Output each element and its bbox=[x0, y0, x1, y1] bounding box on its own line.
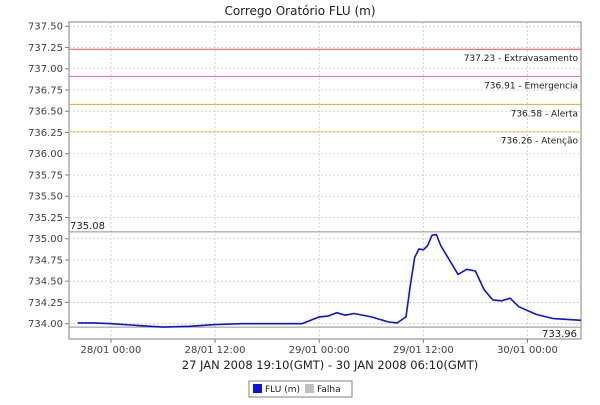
legend-label-falha: Falha bbox=[317, 385, 341, 395]
y-tick-label: 737.00 bbox=[28, 64, 63, 75]
y-tick-label: 736.25 bbox=[28, 128, 63, 139]
y-tick-label: 734.00 bbox=[28, 319, 63, 330]
axis-ticks: 734.00 734.25 734.50 734.75 735.00 735.25 735.… bbox=[28, 22, 558, 356]
y-tick-label: 735.75 bbox=[28, 170, 63, 181]
legend: FLU (m) Falha bbox=[248, 380, 353, 398]
y-tick-label: 735.00 bbox=[28, 234, 63, 245]
threshold-label: 736.91 - Emergencia bbox=[484, 81, 578, 91]
threshold-label: 737.23 - Extravasamento bbox=[464, 54, 579, 64]
legend-label-flu: FLU (m) bbox=[265, 385, 300, 395]
legend-box bbox=[248, 380, 353, 398]
reference-label: 735.08 bbox=[70, 221, 105, 232]
threshold-label: 736.58 - Alerta bbox=[511, 109, 578, 119]
chart-title: Corrego Oratório FLU (m) bbox=[224, 4, 375, 18]
x-tick-label: 29/01 00:00 bbox=[289, 345, 350, 356]
grid-lines bbox=[69, 22, 581, 339]
y-tick-label: 736.75 bbox=[28, 85, 63, 96]
y-tick-label: 734.25 bbox=[28, 298, 63, 309]
reference-label: 733.96 bbox=[542, 329, 577, 340]
x-tick-label: 29/01 12:00 bbox=[393, 345, 454, 356]
threshold-label: 736.26 - Atenção bbox=[501, 137, 579, 147]
y-tick-label: 737.25 bbox=[28, 43, 63, 54]
x-axis-label: 27 JAN 2008 19:10(GMT) - 30 JAN 2008 06:… bbox=[182, 358, 478, 372]
y-tick-label: 734.50 bbox=[28, 277, 63, 288]
x-tick-label: 28/01 00:00 bbox=[81, 345, 142, 356]
y-tick-label: 736.50 bbox=[28, 107, 63, 118]
x-tick-label: 28/01 12:00 bbox=[185, 345, 246, 356]
y-tick-label: 735.25 bbox=[28, 213, 63, 224]
y-tick-label: 735.50 bbox=[28, 192, 63, 203]
y-tick-label: 734.75 bbox=[28, 255, 63, 266]
y-tick-label: 736.00 bbox=[28, 149, 63, 160]
series-layer bbox=[77, 233, 582, 328]
x-tick-label: 30/01 00:00 bbox=[497, 345, 558, 356]
legend-swatch-falha bbox=[305, 384, 314, 393]
y-tick-label: 737.50 bbox=[28, 22, 63, 33]
series-line-flu bbox=[77, 233, 582, 328]
plot-area bbox=[68, 21, 582, 340]
legend-swatch-flu bbox=[253, 384, 262, 393]
